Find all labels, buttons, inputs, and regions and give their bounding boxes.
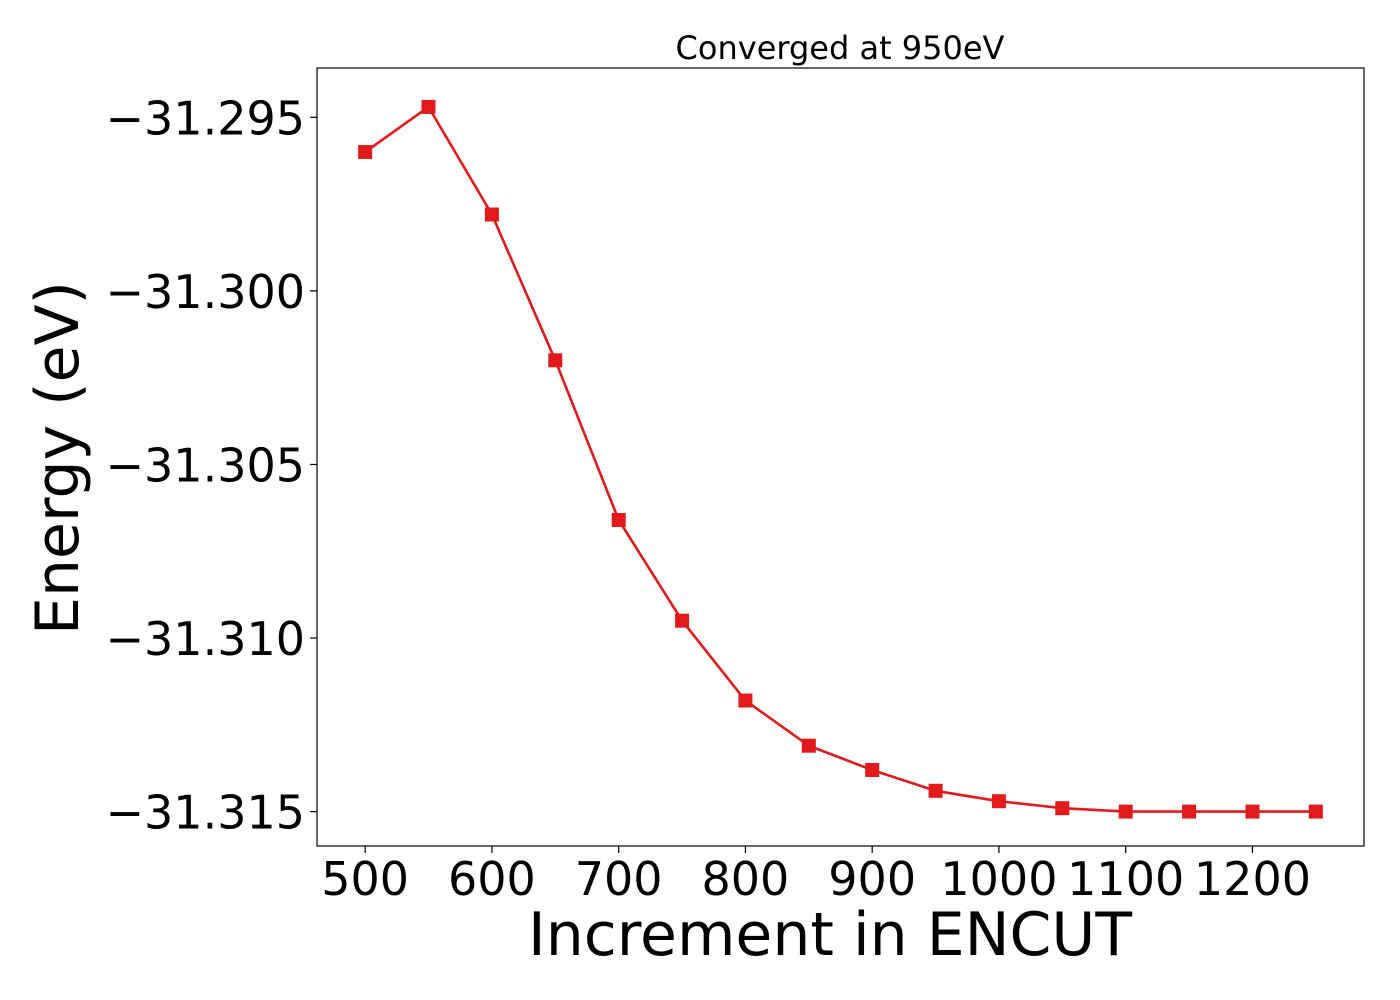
plot-frame bbox=[316, 67, 1365, 847]
x-tick-label: 700 bbox=[575, 852, 663, 906]
x-tick-label: 800 bbox=[702, 852, 790, 906]
data-point bbox=[928, 783, 943, 798]
data-point bbox=[358, 145, 373, 159]
y-tick-label: −31.315 bbox=[106, 786, 306, 840]
x-tick-label: 500 bbox=[321, 852, 409, 906]
data-point bbox=[1245, 804, 1260, 819]
y-tick-label: −31.310 bbox=[106, 612, 306, 666]
data-point bbox=[1118, 804, 1133, 819]
chart-title: Converged at 950eV bbox=[676, 29, 1005, 67]
x-axis-label: Increment in ENCUT bbox=[528, 900, 1132, 970]
data-point bbox=[865, 763, 880, 777]
data-point bbox=[991, 794, 1006, 809]
y-tick-label: −31.300 bbox=[106, 265, 306, 319]
data-point bbox=[1308, 804, 1323, 819]
series-line bbox=[364, 105, 1316, 813]
x-axis: 500 600 700 800 900 1000 1100 1200 bbox=[321, 846, 1311, 906]
data-point bbox=[675, 613, 690, 628]
x-tick-label: 1000 bbox=[940, 852, 1057, 906]
data-point bbox=[611, 513, 626, 527]
y-tick-label: −31.305 bbox=[106, 438, 306, 492]
y-axis: −31.295 −31.300 −31.305 −31.310 −31.315 bbox=[106, 91, 317, 840]
data-point bbox=[738, 693, 753, 708]
data-point bbox=[421, 99, 436, 114]
x-tick-label: 1200 bbox=[1194, 852, 1311, 906]
data-point bbox=[801, 738, 816, 753]
series-group bbox=[358, 99, 1323, 819]
data-point bbox=[1182, 804, 1197, 819]
data-point bbox=[548, 353, 563, 368]
y-tick-label: −31.295 bbox=[106, 91, 306, 145]
y-axis-label: Energy (eV) bbox=[23, 281, 93, 635]
x-tick-label: 900 bbox=[828, 852, 916, 906]
data-point bbox=[484, 207, 499, 222]
x-tick-label: 600 bbox=[448, 852, 536, 906]
data-point bbox=[1055, 801, 1070, 816]
x-tick-label: 1100 bbox=[1067, 852, 1184, 906]
